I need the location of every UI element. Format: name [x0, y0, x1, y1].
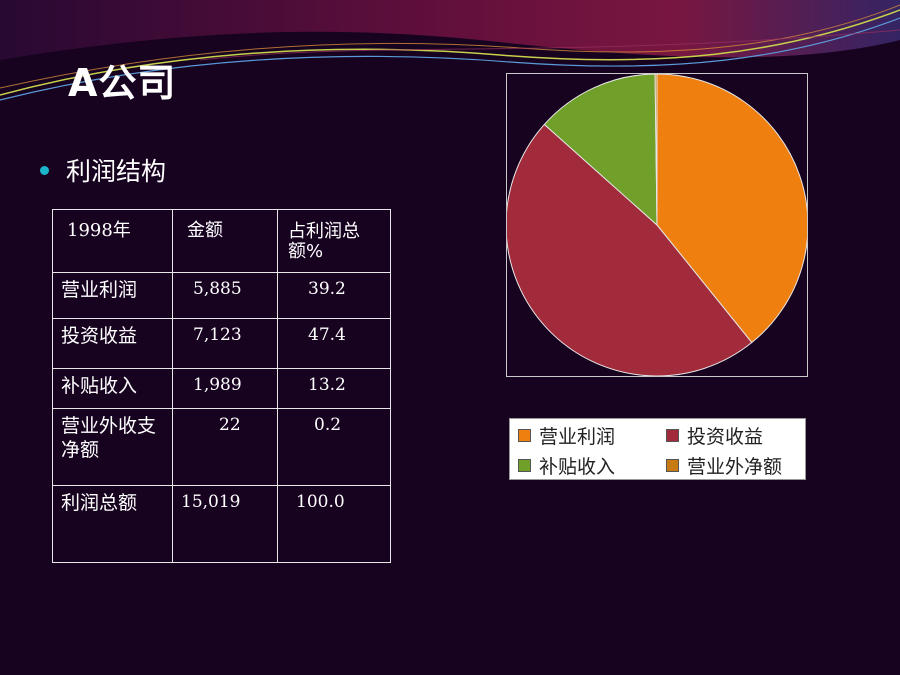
pie-chart-frame [506, 73, 808, 377]
row-percent: 0.2 [277, 408, 391, 486]
row-label: 补贴收入 [52, 368, 173, 409]
profit-structure-table: 1998年 金额 占利润总额% 营业利润 5,885 39.2 投资收益 7,1… [52, 209, 391, 563]
header-amount: 金额 [172, 209, 278, 273]
row-amount: 5,885 [172, 272, 278, 319]
legend-swatch [666, 429, 679, 442]
legend-swatch [518, 459, 531, 472]
pie-slice-2 [507, 123, 753, 376]
row-percent: 47.4 [277, 318, 391, 369]
row-label: 营业利润 [52, 272, 173, 319]
row-label: 利润总额 [52, 485, 173, 563]
row-amount: 22 [172, 408, 278, 486]
chart-legend: 营业利润 投资收益 补贴收入 营业外净额 [509, 418, 806, 480]
row-label: 营业外收支净额 [52, 408, 173, 486]
row-amount: 1,989 [172, 368, 278, 409]
legend-label: 投资收益 [687, 426, 764, 448]
legend-label: 营业利润 [539, 426, 616, 448]
row-percent: 39.2 [277, 272, 391, 319]
table-row: 营业利润 5,885 39.2 [52, 272, 391, 319]
section-heading: 利润结构 [66, 157, 167, 186]
legend-item: 投资收益 [666, 422, 763, 449]
legend-label: 补贴收入 [539, 456, 616, 478]
background-wave-decoration [0, 0, 900, 101]
header-percent: 占利润总额% [277, 209, 391, 273]
table-header-row: 1998年 金额 占利润总额% [52, 209, 391, 273]
table-row: 投资收益 7,123 47.4 [52, 318, 391, 369]
header-year: 1998年 [52, 209, 173, 273]
table-row: 利润总额 15,019 100.0 [52, 485, 391, 563]
pie-slice-4 [654, 74, 658, 226]
table-row: 补贴收入 1,989 13.2 [52, 368, 391, 409]
row-amount: 15,019 [172, 485, 278, 563]
legend-item: 补贴收入 [518, 452, 615, 479]
bullet-dot [40, 166, 49, 175]
legend-swatch [666, 459, 679, 472]
legend-label: 营业外净额 [687, 456, 783, 478]
table-row: 营业外收支净额 22 0.2 [52, 408, 391, 486]
row-percent: 100.0 [277, 485, 391, 563]
pie-slice-1 [656, 74, 807, 344]
pie-slice-3 [543, 74, 658, 227]
row-percent: 13.2 [277, 368, 391, 409]
page-title: A公司 [68, 61, 177, 105]
legend-swatch [518, 429, 531, 442]
row-label: 投资收益 [52, 318, 173, 369]
legend-item: 营业利润 [518, 422, 615, 449]
row-amount: 7,123 [172, 318, 278, 369]
legend-item: 营业外净额 [666, 452, 782, 479]
pie-chart [507, 74, 807, 376]
